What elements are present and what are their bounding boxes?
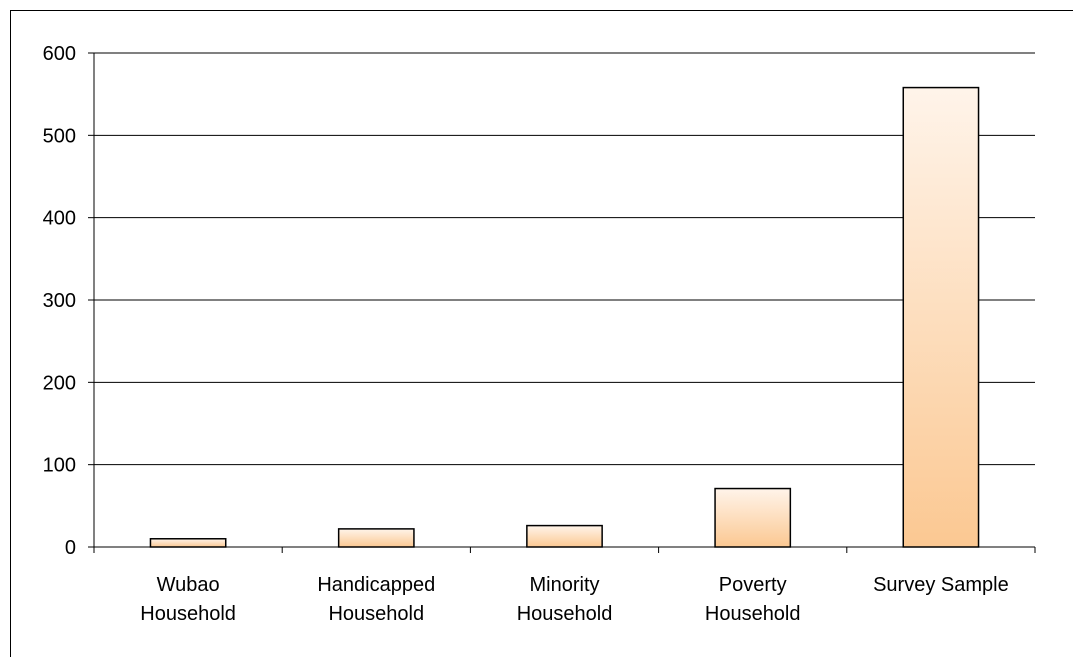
- bar: [902, 86, 980, 548]
- x-tick-label: Handicapped Household: [317, 574, 435, 625]
- bar: [149, 538, 227, 548]
- y-tick-label: 200: [43, 372, 76, 394]
- bars: [149, 86, 980, 548]
- y-tick-label: 100: [43, 455, 76, 477]
- x-tick-label: Wubao Household: [140, 574, 236, 625]
- y-tick-label: 600: [43, 43, 76, 65]
- x-tick-label: Survey Sample: [873, 574, 1009, 596]
- bar: [337, 528, 415, 548]
- y-tick-label: 500: [43, 125, 76, 147]
- x-tick-label: Poverty Household: [705, 574, 801, 625]
- gridlines: [94, 52, 1035, 466]
- y-tick-label: 0: [65, 537, 76, 559]
- bar: [714, 487, 792, 548]
- bar: [526, 524, 603, 548]
- labels: 0 100 200 300 400 500 600 Wubao Household Handica…: [43, 43, 1009, 625]
- y-tick-label: 400: [43, 208, 76, 230]
- axes: [88, 52, 1036, 553]
- chart-frame: [10, 10, 1073, 657]
- y-tick-label: 300: [43, 290, 76, 312]
- x-tick-label: Minority Household: [517, 574, 613, 625]
